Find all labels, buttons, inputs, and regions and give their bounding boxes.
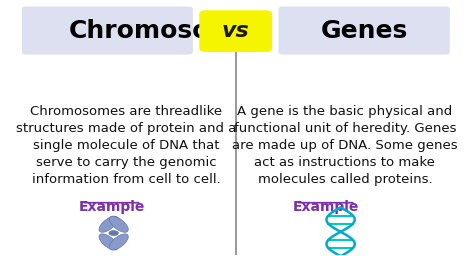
Ellipse shape <box>99 216 118 232</box>
Ellipse shape <box>109 234 128 250</box>
Ellipse shape <box>109 231 118 236</box>
Text: Example: Example <box>292 200 359 214</box>
Text: Chromosomes: Chromosomes <box>69 18 268 42</box>
Text: A gene is the basic physical and
functional unit of heredity. Genes
are made up : A gene is the basic physical and functio… <box>232 105 458 186</box>
FancyBboxPatch shape <box>22 6 193 55</box>
Ellipse shape <box>109 216 128 232</box>
Text: Genes: Genes <box>320 18 408 42</box>
Ellipse shape <box>99 234 118 250</box>
Text: Chromosomes are threadlike
structures made of protein and a
single molecule of D: Chromosomes are threadlike structures ma… <box>16 105 237 186</box>
FancyBboxPatch shape <box>279 6 450 55</box>
FancyBboxPatch shape <box>199 10 272 52</box>
Text: vs: vs <box>222 21 250 41</box>
Text: Example: Example <box>78 200 145 214</box>
